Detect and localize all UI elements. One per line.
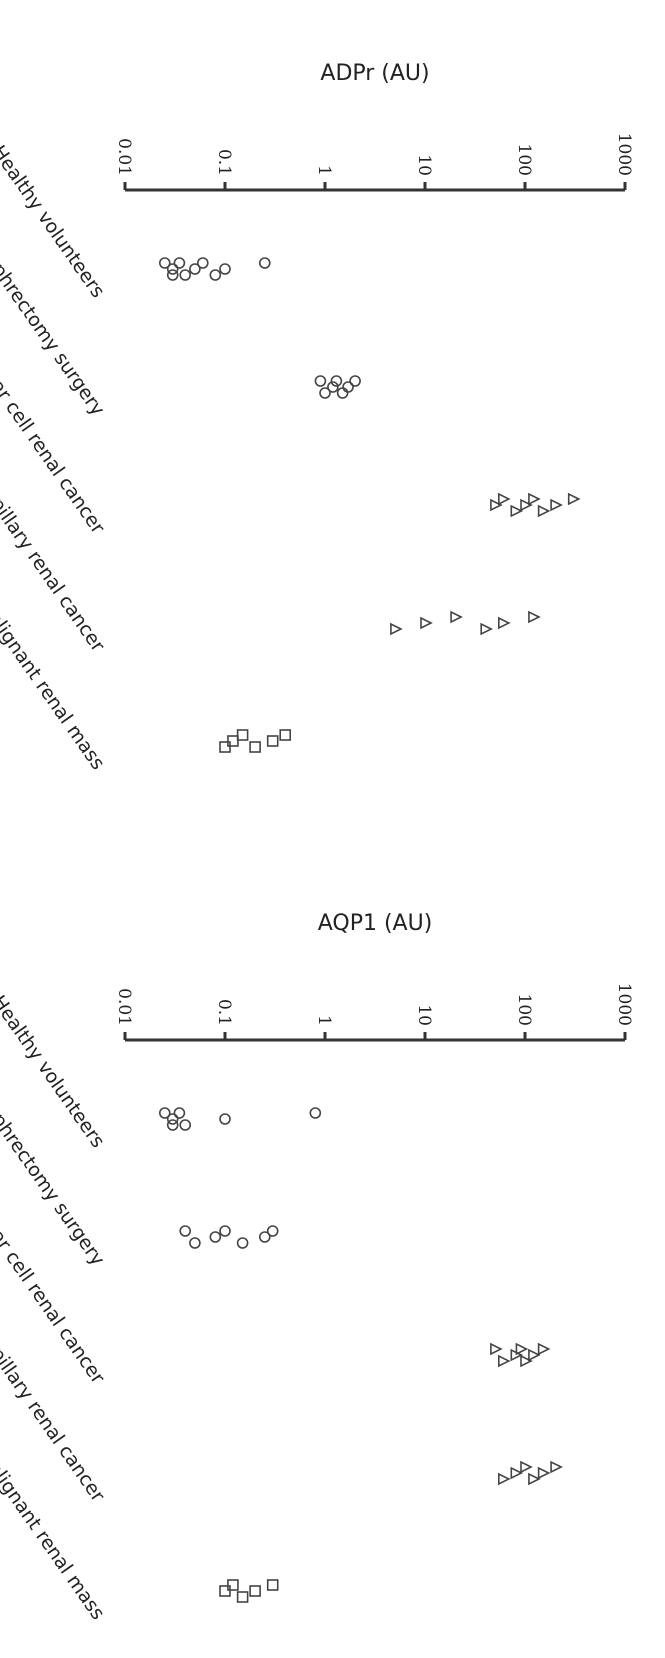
data-point [166, 1113, 179, 1125]
y-axis-label: AQP1 (AU) [318, 911, 433, 936]
data-point [179, 1119, 192, 1131]
data-point [189, 1237, 201, 1249]
y-tick-label: 100 [514, 144, 534, 176]
data-point [158, 1107, 171, 1119]
data-point [537, 1466, 551, 1480]
data-point [158, 257, 171, 269]
data-point [197, 257, 209, 269]
data-point [510, 1348, 524, 1362]
data-point [166, 263, 179, 275]
data-point [450, 610, 463, 624]
data-point [515, 1342, 529, 1356]
data-point [219, 1113, 231, 1125]
data-point [219, 1225, 231, 1237]
y-tick-label: 1000 [614, 133, 634, 176]
data-point [209, 1231, 222, 1243]
data-point [227, 735, 239, 747]
data-point [550, 498, 563, 512]
data-point [567, 492, 581, 506]
data-point [327, 381, 339, 393]
y-tick-label: 0.1 [214, 999, 234, 1026]
data-point [490, 498, 503, 512]
data-point [528, 492, 541, 506]
y-tick-label: 10 [414, 1004, 434, 1026]
data-point [279, 729, 292, 741]
data-point [179, 1225, 192, 1237]
data-point [166, 269, 179, 281]
data-point [266, 1579, 279, 1591]
data-point [179, 269, 192, 281]
data-point [173, 257, 186, 269]
data-point [550, 1460, 563, 1474]
data-point [319, 387, 331, 399]
data-point [349, 375, 361, 387]
y-tick-label: 0.1 [214, 149, 234, 176]
data-point [336, 387, 349, 399]
data-point [219, 1585, 231, 1597]
data-point [266, 1225, 279, 1237]
data-point [498, 1354, 511, 1368]
data-point [390, 622, 403, 636]
data-point [236, 1237, 249, 1249]
data-point [510, 504, 524, 518]
data-point [236, 1591, 249, 1603]
data-point [227, 1579, 239, 1591]
data-point [330, 375, 343, 387]
data-point [520, 1354, 533, 1368]
y-tick-label: 10 [414, 154, 434, 176]
data-point [189, 263, 201, 275]
data-point [309, 1107, 322, 1119]
y-tick-label: 1000 [614, 983, 634, 1026]
y-tick-label: 100 [514, 994, 534, 1026]
data-point [537, 1342, 551, 1356]
y-axis-label: ADPr (AU) [320, 61, 429, 86]
data-point [258, 1231, 271, 1243]
data-point [249, 1585, 261, 1597]
data-point [528, 1472, 541, 1486]
data-point [266, 735, 279, 747]
data-point [520, 498, 533, 512]
data-point [173, 1107, 186, 1119]
data-point [528, 1348, 541, 1362]
data-point [490, 1342, 503, 1356]
data-point [342, 381, 354, 393]
data-point [166, 1119, 179, 1131]
data-point [420, 616, 433, 630]
y-tick-label: 1 [314, 165, 334, 176]
data-point [249, 741, 261, 753]
data-point [537, 504, 551, 518]
data-point [236, 729, 249, 741]
data-point [498, 492, 511, 506]
data-point [314, 375, 327, 387]
data-point [258, 257, 271, 269]
y-tick-label: 1 [314, 1015, 334, 1026]
data-point [510, 1466, 524, 1480]
y-tick-label: 0.01 [114, 138, 134, 176]
data-point [498, 616, 511, 630]
data-point [480, 622, 493, 636]
data-point [498, 1472, 511, 1486]
data-point [209, 269, 222, 281]
y-tick-label: 0.01 [114, 988, 134, 1026]
data-point [528, 610, 541, 624]
data-point [219, 741, 231, 753]
data-point [520, 1460, 533, 1474]
data-point [219, 263, 231, 275]
